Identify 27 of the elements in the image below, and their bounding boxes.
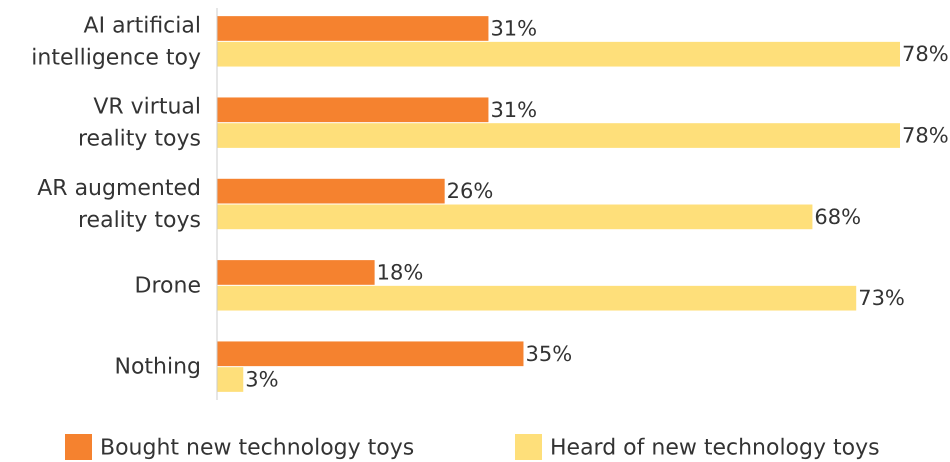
bar bbox=[217, 123, 900, 148]
legend-label: Bought new technology toys bbox=[100, 436, 414, 460]
legend-label: Heard of new technology toys bbox=[550, 436, 880, 460]
bar bbox=[217, 341, 524, 366]
data-label: 18% bbox=[376, 260, 424, 284]
data-label: 35% bbox=[525, 342, 572, 366]
y-tick-label: AR augmented reality toys bbox=[37, 176, 201, 232]
data-label: 3% bbox=[245, 368, 279, 392]
bar bbox=[217, 178, 445, 204]
bar bbox=[217, 367, 244, 392]
y-tick-label: VR virtual reality toys bbox=[78, 94, 201, 152]
data-label: 78% bbox=[902, 42, 949, 66]
data-label: 31% bbox=[490, 16, 538, 40]
y-tick-label: Drone bbox=[134, 272, 201, 298]
y-tick-label: AI artificial intelligence toy bbox=[31, 12, 201, 70]
data-label: 78% bbox=[902, 124, 949, 148]
bar bbox=[217, 16, 488, 41]
bar bbox=[217, 204, 812, 230]
bar bbox=[217, 286, 856, 311]
data-label: 68% bbox=[814, 204, 862, 229]
y-tick-label: Nothing bbox=[114, 354, 201, 380]
data-label: 73% bbox=[858, 286, 905, 310]
bar bbox=[217, 42, 900, 67]
bar bbox=[217, 260, 375, 285]
data-label: 31% bbox=[490, 98, 538, 122]
data-label: 26% bbox=[446, 179, 494, 204]
bar bbox=[217, 97, 488, 122]
